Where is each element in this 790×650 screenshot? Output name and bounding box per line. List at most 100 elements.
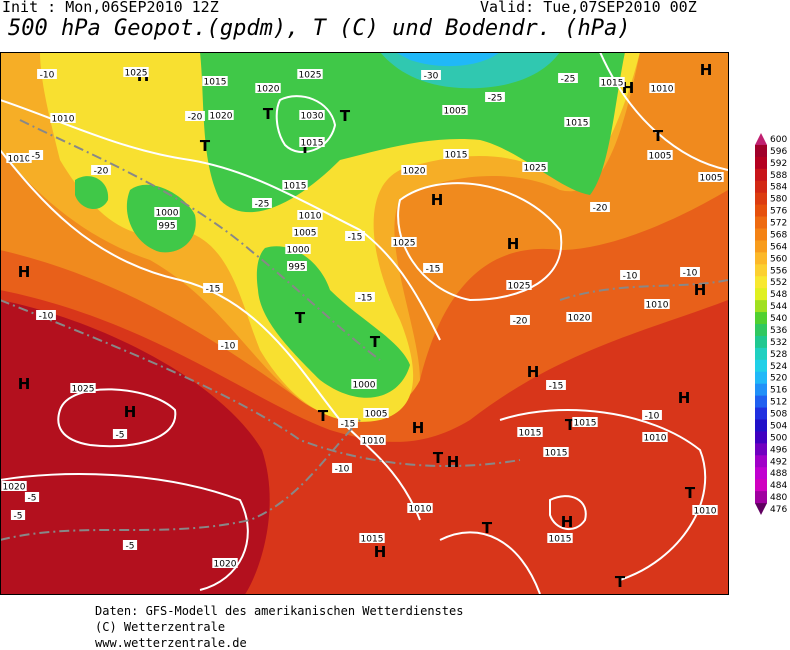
label-box	[510, 315, 530, 325]
colorbar-label: 572	[770, 219, 787, 229]
contour-label: 1030	[301, 112, 324, 122]
contour-label: 1010	[8, 155, 31, 165]
label-box	[543, 447, 569, 457]
label-box	[297, 210, 323, 220]
colorbar-swatch	[755, 324, 767, 337]
pressure-center: T	[340, 107, 351, 125]
pressure-center: H	[431, 191, 444, 209]
label-box	[407, 503, 433, 513]
colorbar-label: 480	[770, 493, 787, 503]
contour-label: -10	[683, 269, 698, 279]
colorbar-swatch	[755, 455, 767, 468]
label-box	[401, 165, 427, 175]
label-box	[423, 263, 443, 273]
init-time: Init : Mon,06SEP2010 12Z	[2, 0, 219, 16]
pressure-center: T	[433, 449, 444, 467]
contour-label: -10	[335, 465, 350, 475]
map-frame	[0, 52, 729, 595]
label-box	[287, 261, 307, 271]
contour-label: 1015	[284, 182, 307, 192]
colorbar-swatch	[755, 204, 767, 218]
label-box	[36, 310, 56, 320]
contour-label: -15	[358, 294, 373, 304]
pressure-center: H	[700, 61, 713, 79]
contour-label: -10	[623, 272, 638, 282]
contour-label: -20	[94, 167, 109, 177]
pressure-center: H	[18, 263, 31, 281]
pressure-center: H	[527, 363, 540, 381]
label-box	[218, 340, 238, 350]
contour-label: 1025	[72, 385, 95, 395]
pressure-center: T	[318, 407, 329, 425]
contour-label: -5	[126, 542, 135, 552]
colorbar-label: 524	[770, 362, 787, 372]
pressure-center: H	[694, 281, 707, 299]
colorbar-label: 580	[770, 195, 787, 205]
colorbar-swatch	[755, 371, 767, 385]
contour-label: -15	[341, 420, 356, 430]
colorbar-label: 556	[770, 266, 787, 276]
pressure-center: T	[200, 137, 211, 155]
contour-label: 1010	[694, 507, 717, 517]
colorbar-swatch	[755, 288, 767, 301]
label-box	[391, 237, 417, 247]
contour-label: 1015	[519, 429, 542, 439]
contour-label: 1005	[444, 107, 467, 117]
pressure-center: T	[295, 309, 306, 327]
colorbar-label: 568	[770, 230, 787, 240]
contour-label: 1020	[214, 560, 237, 570]
label-box	[351, 379, 377, 389]
pressure-center: T	[615, 573, 626, 591]
label-box	[24, 492, 40, 502]
colorbar-label: 520	[770, 374, 787, 384]
map-field	[0, 52, 728, 594]
contour-label: 1005	[649, 152, 672, 162]
pressure-center: T	[263, 105, 274, 123]
colorbar-cap	[755, 133, 767, 145]
footer-line: (C) Wetterzentrale	[95, 620, 226, 634]
label-box	[332, 463, 352, 473]
label-box	[252, 198, 272, 208]
label-box	[1, 481, 27, 491]
pressure-center: T	[653, 127, 664, 145]
contour-label: 1005	[294, 229, 317, 239]
colorbar-label: 544	[770, 302, 787, 312]
contour-label: -15	[348, 233, 363, 243]
label-box	[698, 172, 724, 182]
colorbar-swatch	[755, 407, 767, 420]
contour-label: 1020	[3, 483, 26, 493]
colorbar-swatch	[755, 180, 767, 194]
label-box	[282, 180, 308, 190]
colorbar-swatch	[755, 144, 767, 158]
label-box	[208, 110, 234, 120]
colorbar-swatch	[755, 216, 767, 229]
contour-label: 1000	[156, 209, 179, 219]
label-box	[157, 220, 177, 230]
footer-line: Daten: GFS-Modell des amerikanischen Wet…	[95, 604, 464, 618]
colorbar-swatch	[755, 240, 767, 253]
label-box	[50, 113, 76, 123]
contour-label: -20	[593, 204, 608, 214]
contour-label: 1025	[508, 282, 531, 292]
colorbar-swatch	[755, 192, 767, 206]
contour-label: -10	[40, 71, 55, 81]
label-box	[112, 429, 128, 439]
label-box	[299, 110, 325, 120]
colorbar-swatch	[755, 395, 767, 409]
colorbar-swatch	[755, 264, 767, 277]
contour-label: 1015	[566, 119, 589, 129]
contour-label: 1010	[52, 115, 75, 125]
label-box	[522, 162, 548, 172]
label-box	[255, 83, 281, 93]
label-box	[642, 410, 662, 420]
valid-time: Valid: Tue,07SEP2010 00Z	[480, 0, 697, 16]
pressure-center: H	[124, 403, 137, 421]
label-box	[599, 77, 625, 87]
contour-label: -5	[28, 494, 37, 504]
label-box	[363, 408, 389, 418]
colorbar-label: 536	[770, 326, 787, 336]
contour-label: -25	[561, 75, 576, 85]
label-box	[647, 150, 673, 160]
label-box	[546, 380, 566, 390]
